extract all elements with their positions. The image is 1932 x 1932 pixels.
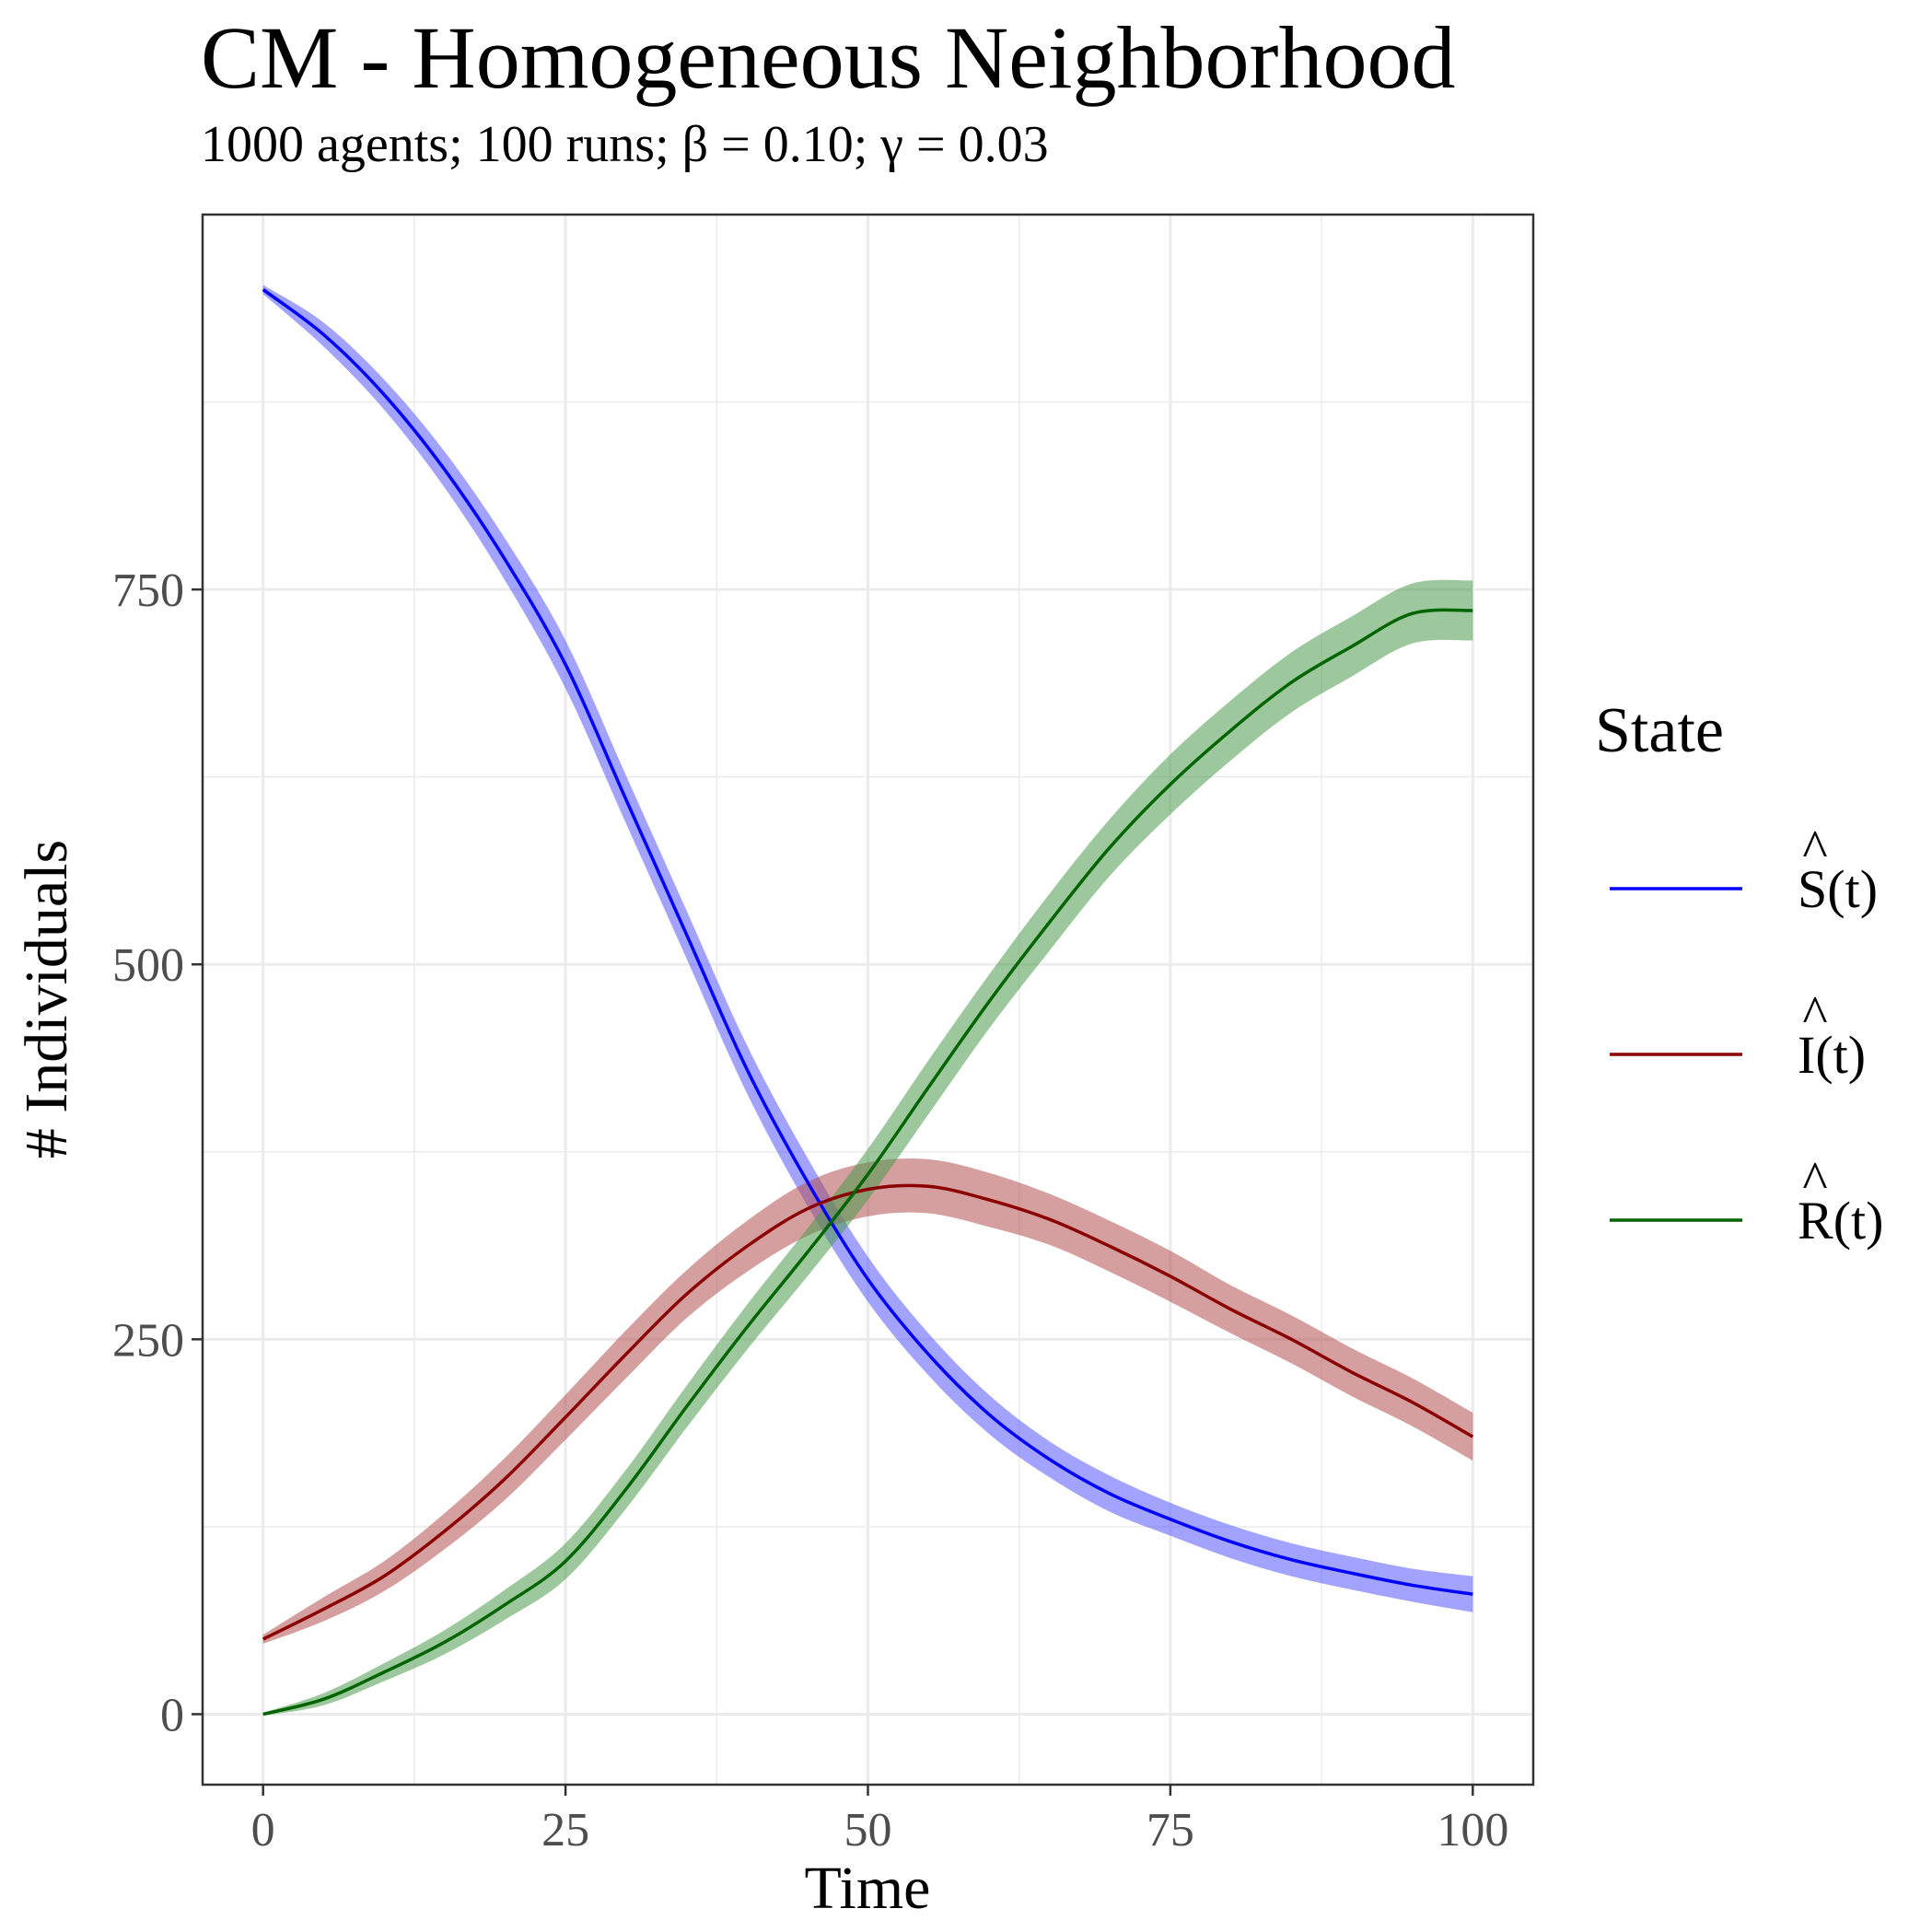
plot-area xyxy=(201,213,1535,1787)
y-tick-label: 0 xyxy=(160,1689,184,1741)
band-i xyxy=(262,1158,1473,1644)
legend-item-i: I(t)^ xyxy=(1610,984,1866,1085)
chart-title: CM - Homogeneous Neighborhood xyxy=(201,8,1456,107)
y-tick-label: 750 xyxy=(112,564,184,617)
series-lines xyxy=(262,288,1474,1717)
x-tick-label: 100 xyxy=(1437,1804,1508,1856)
x-axis: 0 25 50 75 100 xyxy=(251,1785,1508,1856)
legend-label-r: R(t) xyxy=(1798,1191,1883,1251)
chart-subtitle: 1000 agents; 100 runs; β = 0.10; γ = 0.0… xyxy=(201,116,1049,173)
line-s xyxy=(262,288,1473,1596)
y-axis-label: # Individuals xyxy=(13,840,80,1158)
legend-title: State xyxy=(1595,695,1724,766)
legend-label-s: S(t) xyxy=(1798,859,1878,919)
legend-item-s: S(t)^ xyxy=(1610,819,1878,919)
legend-item-r: R(t)^ xyxy=(1610,1150,1883,1251)
legend-items: S(t)^I(t)^R(t)^ xyxy=(1610,819,1883,1251)
line-r xyxy=(262,608,1473,1717)
x-tick-label: 50 xyxy=(844,1804,892,1856)
legend-hat-i: ^ xyxy=(1802,984,1827,1044)
y-tick-label: 250 xyxy=(112,1314,184,1367)
x-axis-label: Time xyxy=(805,1855,931,1922)
legend: State S(t)^I(t)^R(t)^ xyxy=(1595,695,1883,1251)
y-axis: 0 250 500 750 xyxy=(112,564,203,1741)
x-tick-label: 25 xyxy=(541,1804,589,1856)
legend-hat-s: ^ xyxy=(1802,819,1827,879)
y-tick-label: 500 xyxy=(112,939,184,992)
grid-major xyxy=(203,215,1533,1785)
x-tick-label: 75 xyxy=(1146,1804,1194,1856)
confidence-bands xyxy=(262,285,1473,1717)
legend-label-i: I(t) xyxy=(1798,1025,1866,1085)
x-tick-label: 0 xyxy=(251,1804,275,1856)
legend-hat-r: ^ xyxy=(1802,1150,1827,1210)
